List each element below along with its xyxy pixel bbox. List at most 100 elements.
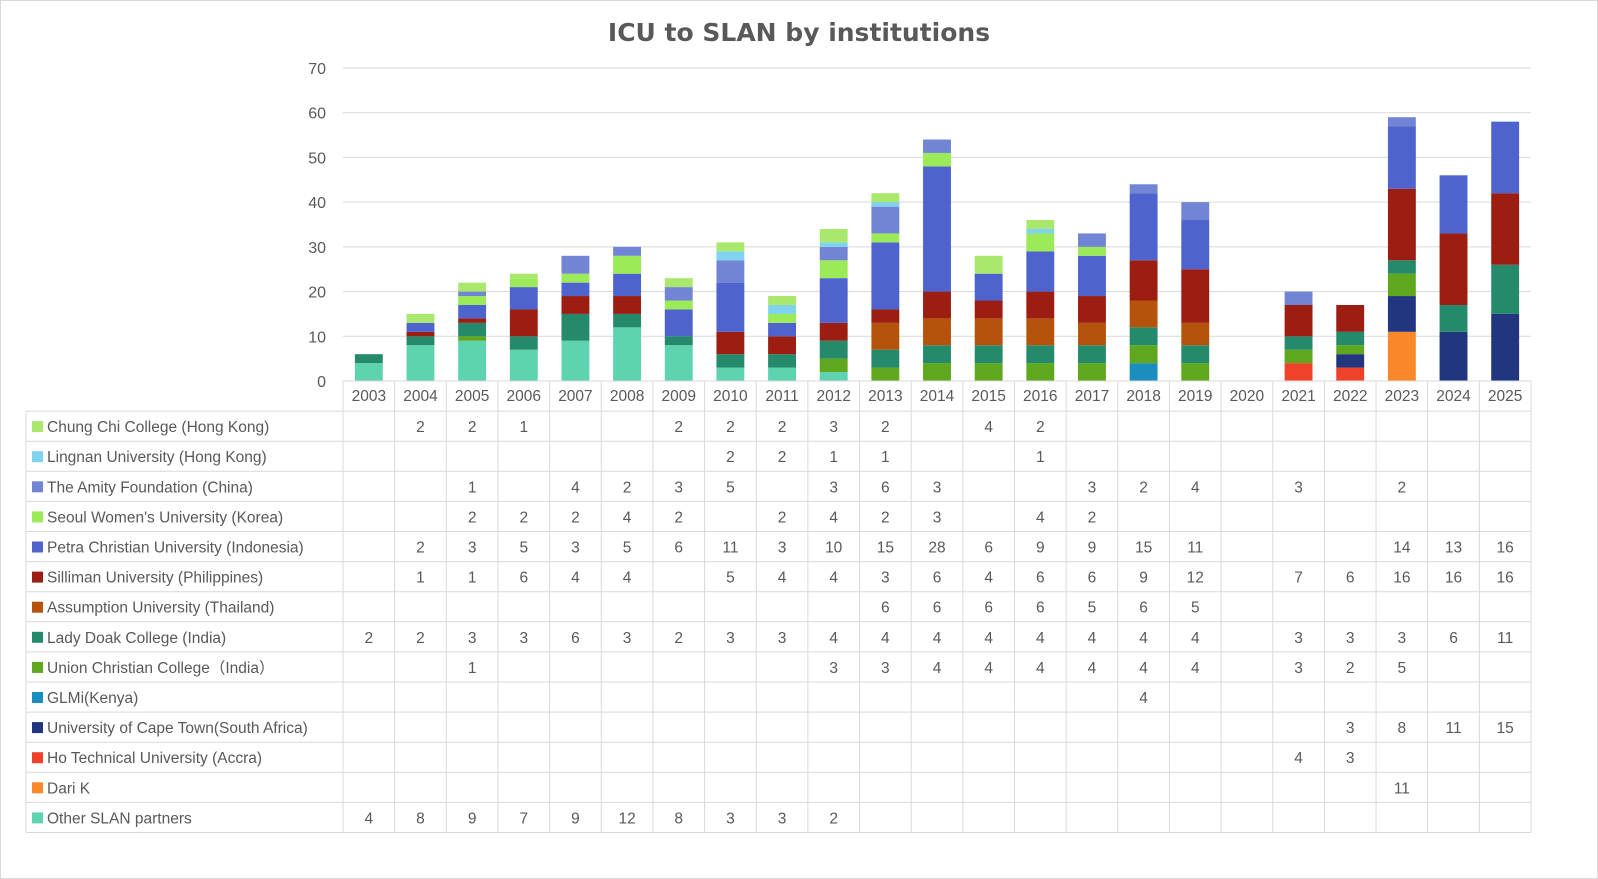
- legend-key-5: [32, 541, 43, 553]
- y-tick-label: 0: [317, 374, 326, 391]
- table-value: 3: [829, 660, 838, 677]
- table-value: 16: [1393, 570, 1410, 587]
- table-value: 5: [1398, 660, 1407, 677]
- table-value: 2: [1088, 509, 1097, 526]
- series-label: Seoul Women's University (Korea): [47, 509, 283, 526]
- x-tick-label-2005: 2005: [455, 388, 489, 405]
- bar-segment-2015-9: [974, 363, 1003, 381]
- table-value: 11: [1497, 630, 1513, 647]
- x-tick-label-2008: 2008: [610, 388, 644, 405]
- bar-segment-2012-8: [819, 340, 848, 359]
- legend-key-8: [32, 631, 43, 643]
- legend-key-10: [32, 692, 43, 703]
- table-value: 4: [933, 630, 942, 647]
- bar-segment-2009-3: [664, 287, 693, 301]
- series-label: The Amity Foundation (China): [47, 479, 253, 496]
- table-value: 16: [1497, 570, 1514, 587]
- legend-key-12: [32, 752, 43, 764]
- bar-segment-2006-8: [509, 336, 538, 350]
- series-label: Lady Doak College (India): [47, 630, 226, 647]
- table-value: 13: [1445, 540, 1462, 557]
- table-value: 9: [468, 810, 477, 827]
- series-label: Union Christian College（India）: [47, 660, 274, 677]
- table-value: 3: [468, 630, 477, 647]
- bar-segment-2007-14: [561, 340, 590, 381]
- y-tick-label: 40: [308, 195, 326, 212]
- table-value: 9: [571, 810, 580, 827]
- bar-segment-2011-2: [768, 304, 796, 314]
- bar-segment-2024-5: [1439, 175, 1468, 234]
- bar-segment-2016-9: [1026, 363, 1055, 381]
- bar-segment-2004-14: [406, 345, 435, 381]
- bar-segment-2024-8: [1439, 304, 1468, 332]
- series-label: Dari K: [47, 780, 91, 797]
- bar-segment-2022-8: [1336, 331, 1365, 346]
- table-value: 6: [674, 540, 683, 557]
- bar-segment-2010-3: [716, 260, 745, 283]
- bar-segment-2011-1: [768, 296, 796, 305]
- series-label: GLMi(Kenya): [47, 690, 138, 707]
- bar-segment-2023-9: [1387, 273, 1416, 297]
- bar-segment-2012-2: [819, 242, 848, 247]
- table-value: 2: [674, 419, 683, 436]
- table-value: 3: [1346, 750, 1355, 767]
- table-value: 4: [984, 570, 993, 587]
- table-value: 3: [829, 479, 838, 496]
- bar-segment-2016-4: [1026, 233, 1055, 252]
- table-value: 2: [416, 540, 425, 557]
- series-label: Petra Christian University (Indonesia): [47, 540, 304, 557]
- bar-segment-2018-5: [1129, 193, 1158, 261]
- x-tick-label-2022: 2022: [1333, 388, 1367, 405]
- table-value: 11: [1445, 720, 1461, 737]
- bar-segment-2012-4: [819, 260, 848, 279]
- table-value: 3: [1398, 630, 1407, 647]
- bar-segment-2009-5: [664, 309, 693, 337]
- x-tick-label-2004: 2004: [403, 388, 438, 405]
- bar-segment-2013-1: [871, 193, 900, 203]
- bar-segment-2018-9: [1129, 345, 1158, 364]
- table-value: 1: [416, 570, 425, 587]
- bar-segment-2024-6: [1439, 233, 1468, 305]
- bar-segment-2014-3: [923, 139, 951, 153]
- legend-key-7: [32, 601, 43, 613]
- table-value: 3: [674, 479, 683, 496]
- table-value: 1: [519, 419, 528, 436]
- bar-segment-2012-9: [819, 358, 848, 373]
- table-value: 2: [416, 419, 425, 436]
- bar-segment-2009-4: [664, 300, 693, 310]
- table-value: 1: [468, 479, 477, 496]
- bar-segment-2014-8: [923, 345, 951, 364]
- table-value: 11: [1187, 540, 1203, 557]
- y-tick-label: 10: [308, 329, 326, 346]
- table-value: 11: [722, 540, 738, 557]
- table-value: 16: [1445, 570, 1462, 587]
- bar-segment-2007-3: [561, 255, 590, 274]
- x-tick-label-2003: 2003: [352, 388, 386, 405]
- x-tick-label-2018: 2018: [1126, 388, 1160, 405]
- bar-segment-2007-5: [561, 282, 590, 297]
- bar-segment-2003-14: [354, 363, 383, 381]
- bar-segment-2014-4: [923, 152, 951, 167]
- bar-segment-2018-6: [1129, 260, 1158, 301]
- chart-title: ICU to SLAN by institutions: [607, 18, 991, 47]
- bar-segment-2012-5: [819, 278, 848, 323]
- table-value: 5: [1191, 600, 1200, 617]
- series-label: Lingnan University (Hong Kong): [47, 449, 267, 466]
- table-value: 4: [829, 509, 838, 526]
- bar-segment-2012-6: [819, 322, 848, 341]
- table-value: 9: [1036, 540, 1045, 557]
- table-value: 10: [825, 540, 843, 557]
- table-value: 5: [623, 540, 632, 557]
- bar-segment-2019-9: [1181, 363, 1210, 381]
- bar-segment-2013-2: [871, 202, 900, 207]
- series-label: Ho Technical University (Accra): [47, 750, 262, 767]
- table-value: 4: [1036, 660, 1045, 677]
- bar-segment-2016-5: [1026, 251, 1055, 292]
- table-value: 2: [623, 479, 632, 496]
- bar-segment-2005-14: [458, 340, 487, 381]
- table-value: 3: [571, 540, 580, 557]
- bar-segment-2023-6: [1387, 188, 1416, 261]
- legend-key-13: [32, 782, 43, 794]
- table-value: 1: [881, 449, 890, 466]
- table-value: 2: [468, 419, 477, 436]
